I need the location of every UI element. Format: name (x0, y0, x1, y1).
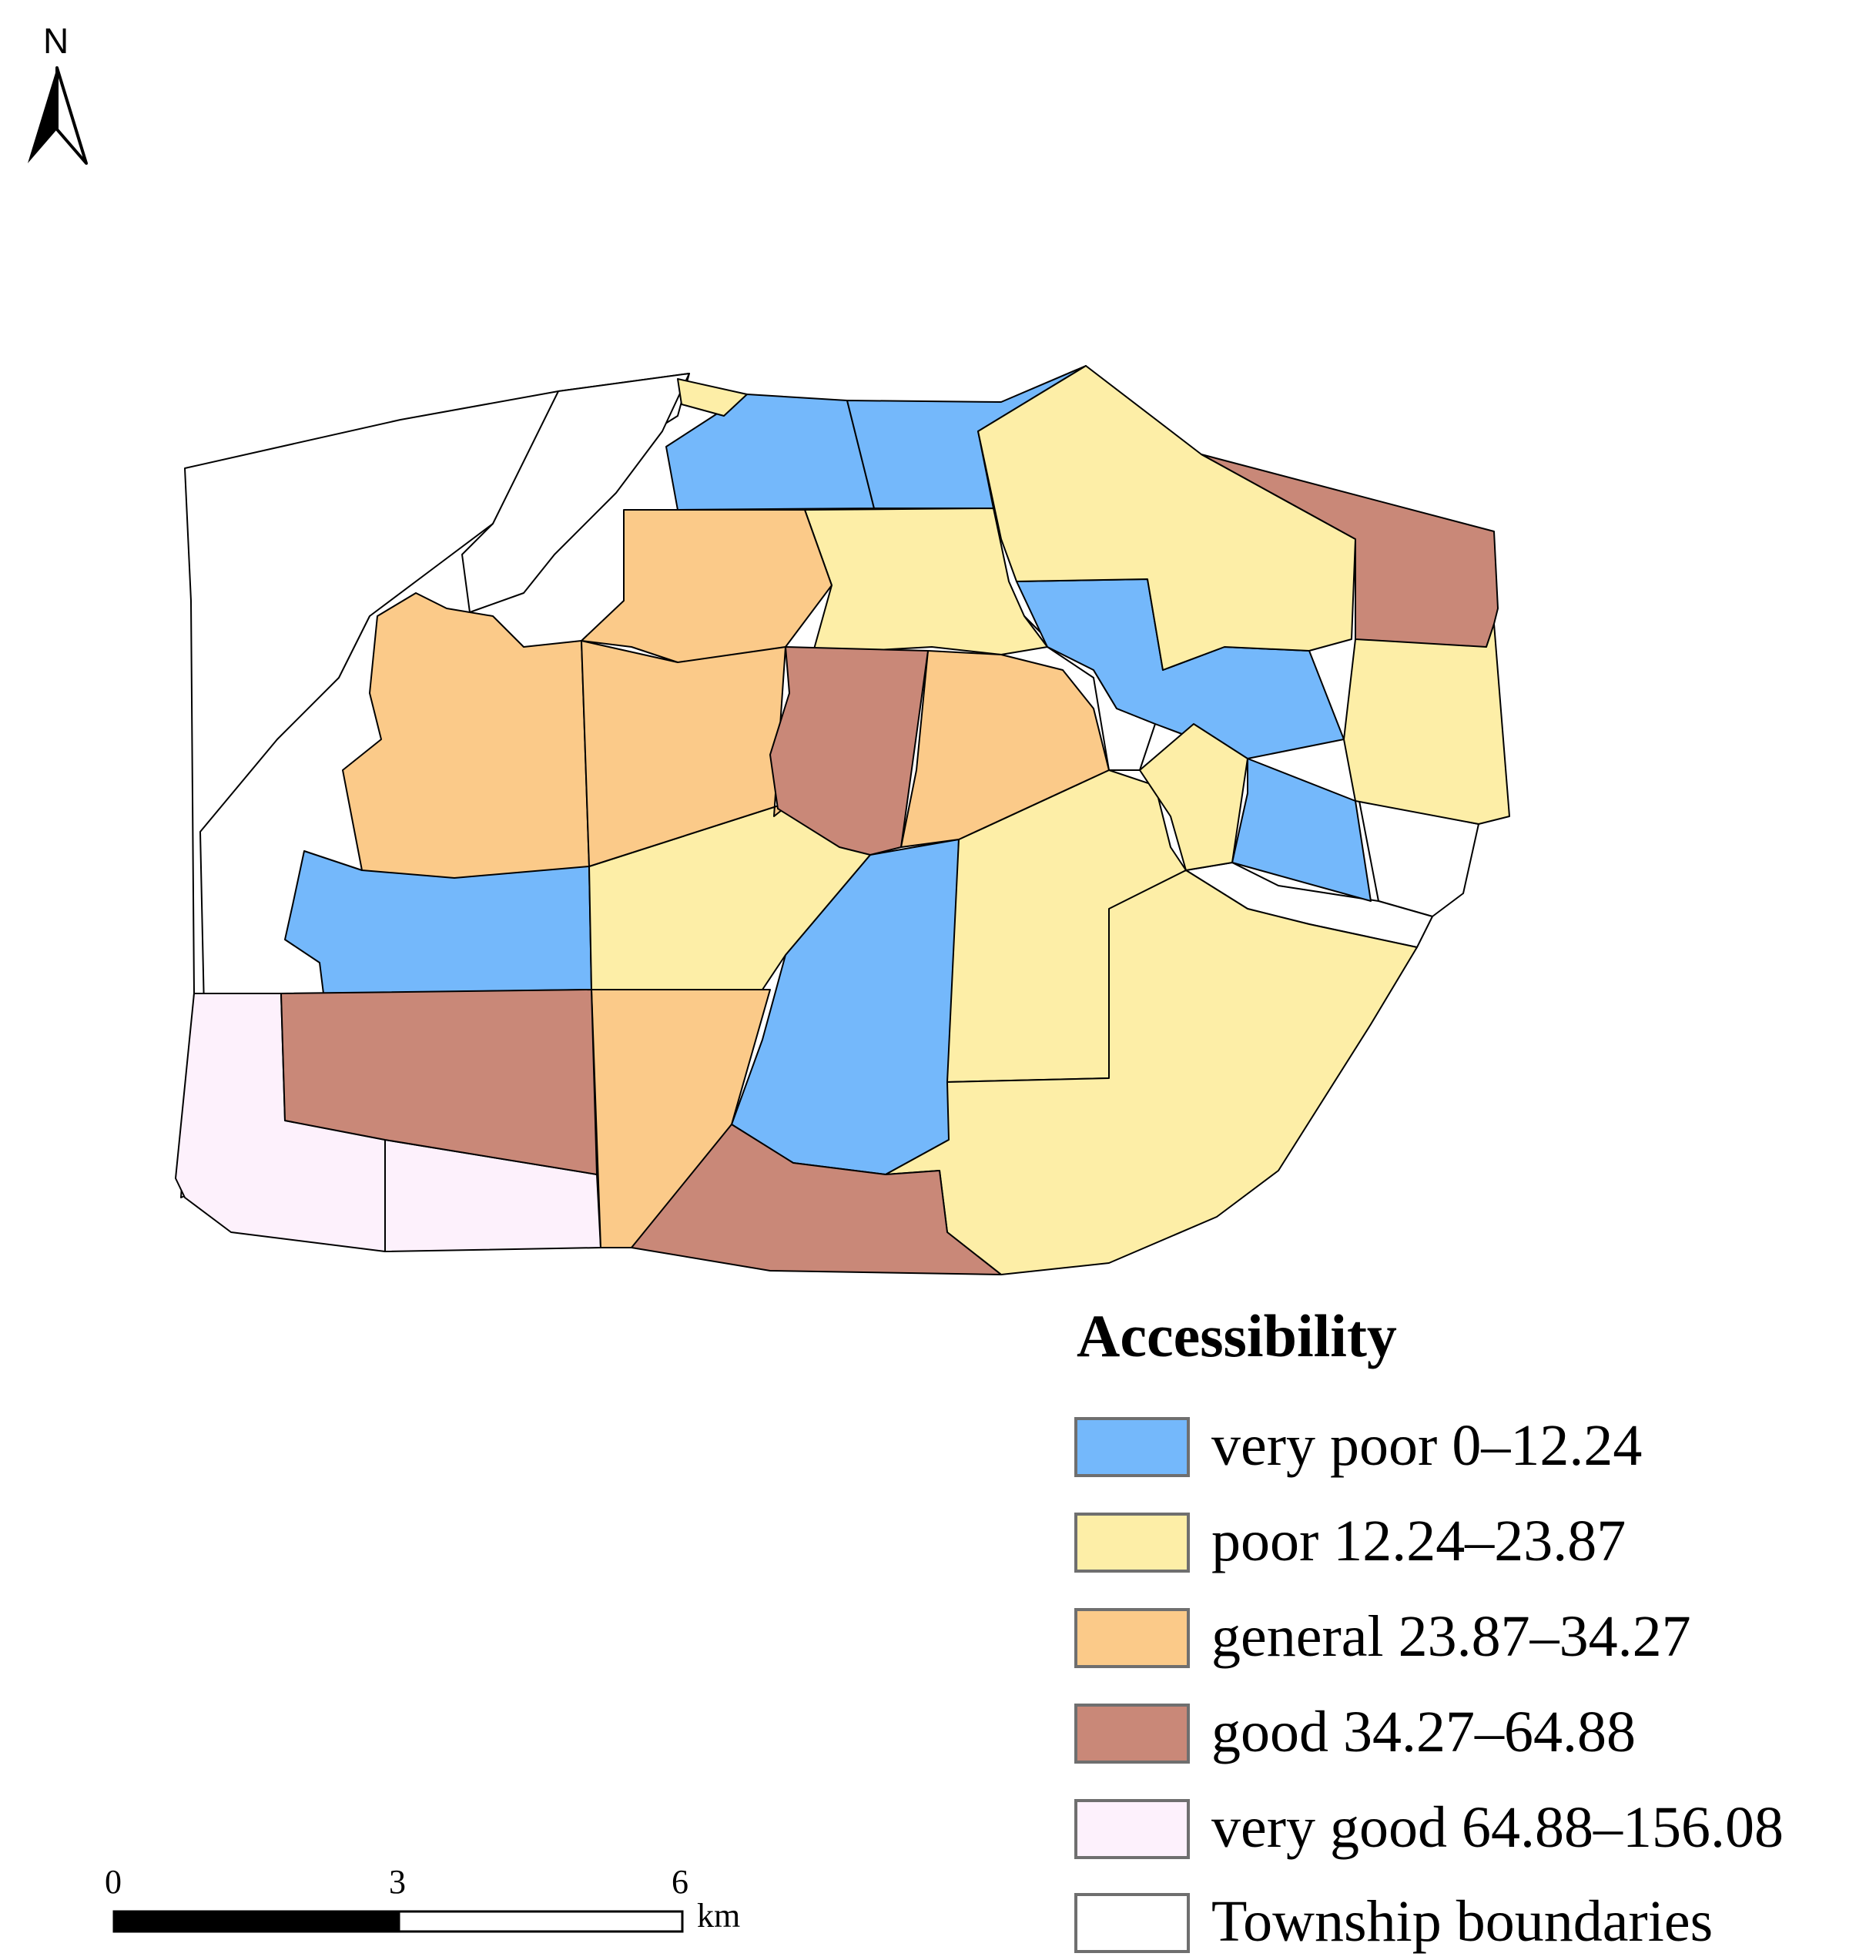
region-poor-north-small (677, 378, 748, 417)
legend-label-township: Township boundaries (1211, 1889, 1714, 1954)
legend-title: Accessibility (1077, 1302, 1397, 1369)
region-very-poor-east-2 (1231, 758, 1372, 902)
region-good-center (769, 646, 929, 856)
legend-swatch-poor (1074, 1513, 1190, 1573)
legend-swatch-general (1074, 1608, 1190, 1668)
legend-item-very-poor: very poor 0–12.24 (1074, 1413, 1875, 1482)
north-arrow-icon (28, 66, 88, 165)
scale-tick-0: 0 (105, 1863, 122, 1901)
region-north-white-2 (461, 373, 690, 613)
legend-label-very-poor: very poor 0–12.24 (1211, 1413, 1643, 1478)
legend-swatch-very-poor (1074, 1417, 1190, 1477)
legend-label-poor: poor 12.24–23.87 (1211, 1509, 1626, 1573)
region-general-west (342, 592, 590, 879)
legend-item-very-good: very good 64.88–156.08 (1074, 1795, 1875, 1864)
region-poor-southeast (885, 869, 1418, 1275)
legend-label-very-good: very good 64.88–156.08 (1211, 1795, 1784, 1860)
region-poor-east-strip (1343, 623, 1510, 825)
scale-unit: km (697, 1897, 741, 1935)
region-general-center-east (900, 650, 1110, 848)
region-poor-center-east-2 (1139, 723, 1248, 871)
map-regions (175, 365, 1510, 1275)
legend-label-good: good 34.27–64.88 (1211, 1700, 1636, 1764)
region-very-poor-north-1 (665, 394, 875, 511)
region-general-center (581, 640, 794, 867)
scale-tick-6: 6 (672, 1863, 688, 1901)
legend-swatch-good (1074, 1704, 1190, 1764)
legend-item-good: good 34.27–64.88 (1074, 1700, 1875, 1768)
scale-bar (112, 1910, 684, 1933)
region-good-west (280, 989, 598, 1175)
legend-item-township: Township boundaries (1074, 1889, 1875, 1958)
region-general-north (581, 509, 832, 671)
legend-swatch-township (1074, 1893, 1190, 1953)
region-good-south (631, 1124, 1002, 1275)
legend-item-poor: poor 12.24–23.87 (1074, 1509, 1875, 1577)
north-label: N (43, 21, 69, 61)
region-good-northeast (1201, 454, 1499, 648)
scale-tick-3: 3 (389, 1863, 406, 1901)
legend-item-general: general 23.87–34.27 (1074, 1604, 1875, 1673)
legend-label-general: general 23.87–34.27 (1211, 1604, 1691, 1669)
legend-swatch-very-good (1074, 1799, 1190, 1859)
region-poor-northeast (977, 365, 1356, 671)
